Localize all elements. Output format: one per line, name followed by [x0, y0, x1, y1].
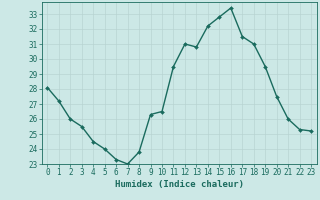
X-axis label: Humidex (Indice chaleur): Humidex (Indice chaleur) [115, 180, 244, 189]
